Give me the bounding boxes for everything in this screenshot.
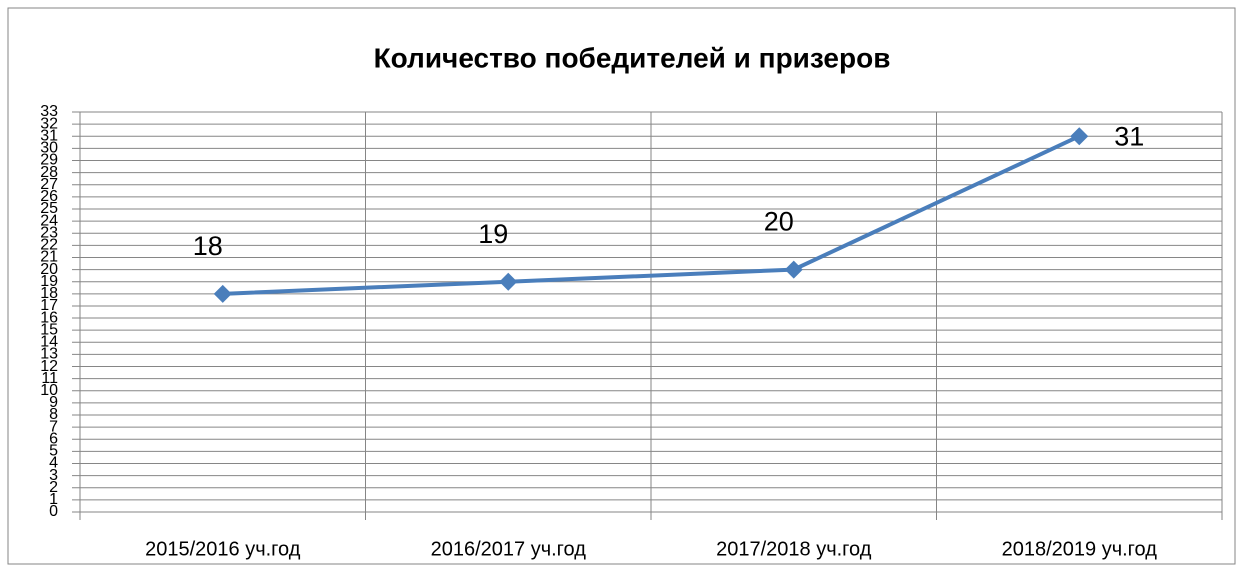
y-tick-label: 26 xyxy=(40,188,58,205)
x-tick-label: 2017/2018 уч.год xyxy=(716,538,872,560)
y-tick-label: 30 xyxy=(40,140,58,157)
y-tick-label: 11 xyxy=(41,370,58,387)
line xyxy=(222,134,1081,296)
y-tick-label: 18 xyxy=(40,285,58,302)
y-tick-label: 19 xyxy=(40,273,58,290)
y-tick-label: 22 xyxy=(40,237,58,254)
y-tick-label: 25 xyxy=(40,200,58,217)
y-tick-label: 8 xyxy=(49,406,58,423)
y-tick-label: 23 xyxy=(40,224,58,241)
data-label: 18 xyxy=(193,231,223,261)
marker xyxy=(784,260,803,279)
y-tick-label: 1 xyxy=(49,491,58,508)
marker xyxy=(213,284,232,303)
y-tick-label: 0 xyxy=(49,503,58,520)
data-label: 19 xyxy=(478,219,508,249)
y-tick-label: 33 xyxy=(40,103,58,120)
y-tick-label: 20 xyxy=(40,261,58,278)
y-tick-label: 15 xyxy=(40,321,58,338)
y-tick-label: 13 xyxy=(40,346,58,363)
x-tick-label: 2015/2016 уч.год xyxy=(145,538,301,560)
y-tick-label: 10 xyxy=(40,382,58,399)
y-tick-label: 7 xyxy=(49,418,58,435)
chart-border xyxy=(7,7,1236,565)
marker xyxy=(1070,127,1089,146)
y-tick-label: 31 xyxy=(40,127,58,144)
x-tick-label: 2018/2019 уч.год xyxy=(1002,538,1158,560)
y-tick-label: 24 xyxy=(40,212,58,229)
y-tick-label: 14 xyxy=(40,334,58,351)
data-label: 20 xyxy=(764,207,794,237)
y-tick-label: 21 xyxy=(40,249,58,266)
y-tick-label: 6 xyxy=(49,430,58,447)
y-tick-label: 16 xyxy=(40,309,58,326)
x-tick-label: 2016/2017 уч.год xyxy=(431,538,587,560)
y-tick-label: 29 xyxy=(40,152,58,169)
y-tick-label: 9 xyxy=(49,394,58,411)
y-tick-label: 2 xyxy=(49,479,58,496)
y-tick-label: 3 xyxy=(49,467,58,484)
y-tick-label: 32 xyxy=(40,115,58,132)
y-tick-label: 17 xyxy=(40,297,58,314)
chart-title: Количество победителей и призеров xyxy=(374,42,891,73)
y-tick-label: 12 xyxy=(40,358,58,375)
marker xyxy=(499,272,518,291)
data-label: 31 xyxy=(1114,121,1144,151)
y-tick-label: 28 xyxy=(40,164,58,181)
y-tick-label: 5 xyxy=(49,443,58,460)
y-tick-label: 4 xyxy=(49,455,58,472)
y-tick-label: 27 xyxy=(40,176,58,193)
